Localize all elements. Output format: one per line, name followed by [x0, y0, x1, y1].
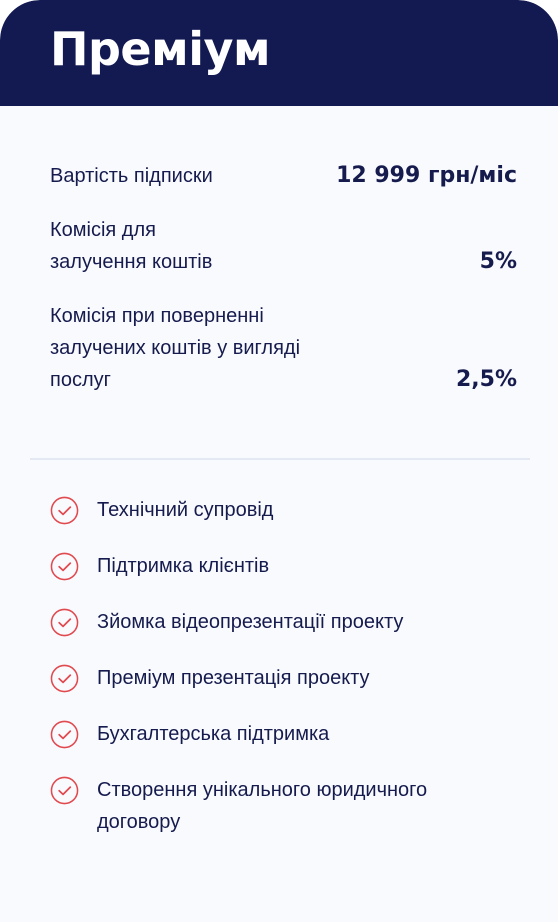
- price-value: 5%: [479, 249, 517, 274]
- pricing-list: Вартість підписки 12 999 грн/міс Комісія…: [50, 160, 517, 396]
- divider: [30, 458, 530, 460]
- feature-item: Підтримка клієнтів: [50, 550, 528, 582]
- feature-list: Технічний супровід Підтримка клієнтів Зй…: [50, 494, 528, 862]
- price-row-commission: Комісія для залучення коштів 5%: [50, 214, 517, 278]
- check-circle-icon: [50, 776, 79, 805]
- feature-text: Преміум презентація проекту: [97, 667, 370, 689]
- feature-item: Бухгалтерська підтримка: [50, 718, 528, 750]
- feature-text: Підтримка клієнтів: [97, 555, 270, 577]
- check-circle-icon: [50, 552, 79, 581]
- feature-item: Створення унікального юридичного договор…: [50, 774, 528, 838]
- feature-item: Зйомка відеопрезентації проекту: [50, 606, 528, 638]
- check-circle-icon: [50, 608, 79, 637]
- price-label: Комісія для залучення коштів: [50, 219, 213, 273]
- check-circle-icon: [50, 664, 79, 693]
- feature-text: Зйомка відеопрезентації проекту: [97, 611, 404, 633]
- feature-text: Технічний супровід: [97, 499, 274, 521]
- feature-item: Преміум презентація проекту: [50, 662, 528, 694]
- price-value: 2,5%: [455, 367, 517, 392]
- price-row-subscription: Вартість підписки 12 999 грн/міс: [50, 160, 517, 192]
- feature-text: Створення унікального юридичного договор…: [97, 779, 428, 833]
- price-label: Вартість підписки: [50, 165, 213, 187]
- check-circle-icon: [50, 720, 79, 749]
- price-label: Комісія при поверненні залучених коштів …: [50, 305, 301, 391]
- plan-title: Преміум: [50, 22, 271, 76]
- feature-text: Бухгалтерська підтримка: [97, 723, 330, 745]
- plan-header: Преміум: [0, 0, 558, 106]
- price-value: 12 999 грн/міс: [336, 163, 517, 188]
- price-row-return-commission: Комісія при поверненні залучених коштів …: [50, 300, 517, 396]
- feature-item: Технічний супровід: [50, 494, 528, 526]
- check-circle-icon: [50, 496, 79, 525]
